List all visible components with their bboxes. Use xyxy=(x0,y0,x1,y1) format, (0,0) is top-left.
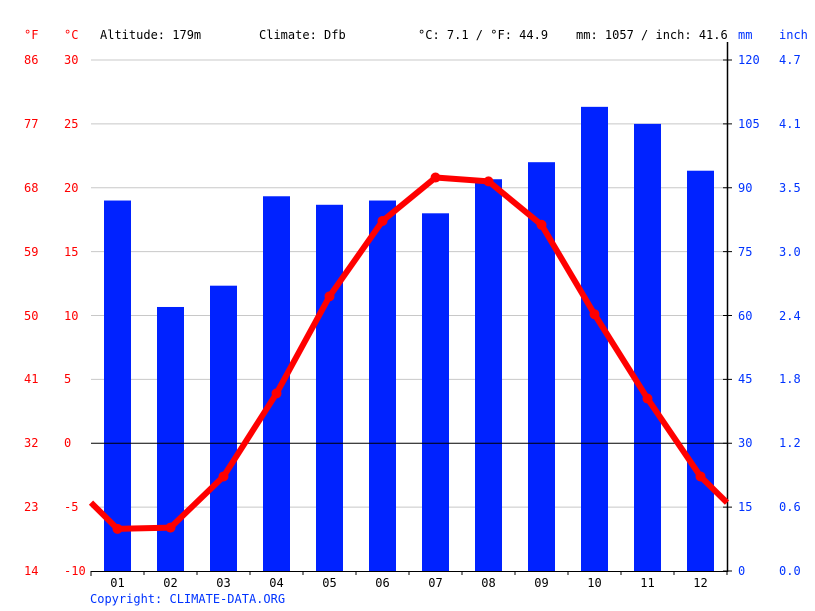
inch-tick-label: 1.2 xyxy=(779,436,801,451)
inch-tick-label: 3.0 xyxy=(779,244,801,259)
inch-tick-label: 0.6 xyxy=(779,500,801,515)
temperature-point xyxy=(695,471,706,482)
temperature-point xyxy=(324,291,335,302)
inch-tick-label: 2.4 xyxy=(779,308,801,323)
mm-tick-label: 30 xyxy=(738,436,753,451)
inch-tick-label: 4.1 xyxy=(779,116,801,131)
temperature-point xyxy=(430,172,441,183)
precipitation-bar xyxy=(369,200,396,571)
total-precipitation-label: mm: 1057 / inch: 41.6 xyxy=(576,28,728,42)
precipitation-bar xyxy=(316,204,343,572)
inch-tick-label: 1.8 xyxy=(779,372,801,387)
precipitation-bar xyxy=(634,123,661,571)
precipitation-bar xyxy=(263,196,290,571)
temperature-point xyxy=(536,219,547,230)
mm-tick-label: 90 xyxy=(738,180,753,195)
mm-tick-label: 60 xyxy=(738,308,753,323)
month-label: 01 xyxy=(110,576,125,590)
inch-tick-label: 3.5 xyxy=(779,180,801,195)
mm-tick-label: 75 xyxy=(738,244,753,259)
temperature-point xyxy=(589,309,600,320)
month-label: 09 xyxy=(534,576,549,590)
altitude-label: Altitude: 179m xyxy=(100,28,202,42)
precipitation-bar xyxy=(422,213,449,572)
mm-unit-label: mm xyxy=(738,28,753,42)
fahrenheit-tick-label: 77 xyxy=(24,116,39,131)
fahrenheit-tick-label: 86 xyxy=(24,53,39,67)
precipitation-bar xyxy=(210,285,237,571)
month-label: 02 xyxy=(163,576,178,590)
mm-tick-label: 105 xyxy=(738,116,760,131)
celsius-tick-label: -10 xyxy=(64,564,86,578)
fahrenheit-tick-label: 14 xyxy=(24,564,39,578)
temperature-point xyxy=(271,388,282,399)
month-label: 04 xyxy=(269,576,284,590)
month-label: 05 xyxy=(322,576,337,590)
temperature-point xyxy=(218,471,229,482)
mm-tick-label: 0 xyxy=(738,564,746,578)
month-label: 06 xyxy=(375,576,390,590)
inch-tick-label: 0.0 xyxy=(779,564,801,578)
month-label: 11 xyxy=(640,576,655,590)
celsius-tick-label: 0 xyxy=(64,436,72,451)
fahrenheit-tick-label: 32 xyxy=(24,436,39,451)
celsius-tick-label: 25 xyxy=(64,116,79,131)
celsius-tick-label: 30 xyxy=(64,53,79,67)
month-label: 12 xyxy=(693,576,708,590)
precipitation-bar xyxy=(581,106,608,571)
fahrenheit-tick-label: 23 xyxy=(24,500,39,515)
inch-tick-label: 4.7 xyxy=(779,53,801,67)
temperature-line xyxy=(88,174,730,532)
climate-label: Climate: Dfb xyxy=(259,28,346,42)
fahrenheit-tick-label: 41 xyxy=(24,372,39,387)
mm-tick-label: 45 xyxy=(738,372,753,387)
celsius-tick-label: 5 xyxy=(64,372,72,387)
month-label: 08 xyxy=(481,576,496,590)
copyright-link[interactable]: Copyright: CLIMATE-DATA.ORG xyxy=(90,592,286,606)
celsius-tick-label: 10 xyxy=(64,308,79,323)
month-label: 03 xyxy=(216,576,231,590)
fahrenheit-unit-label: °F xyxy=(24,28,39,42)
temperature-point xyxy=(377,215,388,226)
celsius-tick-label: -5 xyxy=(64,500,79,515)
month-label: 07 xyxy=(428,576,443,590)
mm-tick-label: 15 xyxy=(738,500,753,515)
temperature-point xyxy=(112,523,123,534)
temperature-point xyxy=(165,522,176,533)
precipitation-bar xyxy=(687,170,714,571)
inch-unit-label: inch xyxy=(779,28,808,42)
average-temperature-label: °C: 7.1 / °F: 44.9 xyxy=(418,28,549,42)
month-label: 10 xyxy=(587,576,602,590)
celsius-tick-label: 15 xyxy=(64,244,79,259)
temperature-point xyxy=(642,393,653,404)
precipitation-bar xyxy=(475,179,502,571)
precipitation-bar xyxy=(104,200,131,571)
celsius-unit-label: °C xyxy=(64,28,79,42)
fahrenheit-tick-label: 68 xyxy=(24,180,39,195)
celsius-tick-label: 20 xyxy=(64,180,79,195)
fahrenheit-tick-label: 59 xyxy=(24,244,39,259)
mm-tick-label: 120 xyxy=(738,53,760,67)
fahrenheit-tick-label: 50 xyxy=(24,308,39,323)
temperature-point xyxy=(483,176,494,187)
